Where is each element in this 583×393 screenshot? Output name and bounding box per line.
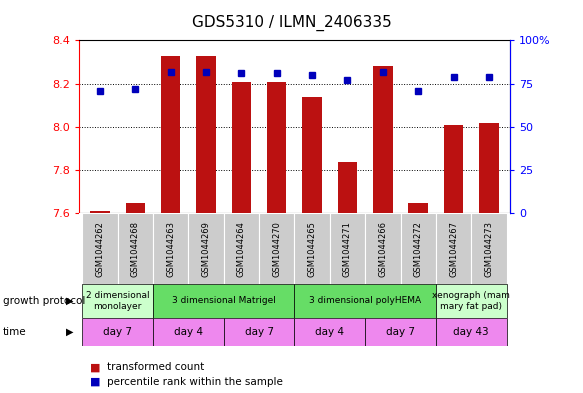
- Bar: [231, 81, 251, 213]
- Bar: [196, 56, 216, 213]
- Text: ■: ■: [90, 377, 101, 387]
- Text: GSM1044268: GSM1044268: [131, 221, 140, 277]
- Text: ▶: ▶: [66, 327, 73, 337]
- Text: growth protocol: growth protocol: [3, 296, 85, 306]
- Text: transformed count: transformed count: [107, 362, 204, 373]
- Text: GSM1044266: GSM1044266: [378, 221, 387, 277]
- Bar: [118, 213, 153, 284]
- Text: ■: ■: [90, 362, 101, 373]
- Bar: [365, 318, 436, 346]
- Bar: [267, 81, 286, 213]
- Text: percentile rank within the sample: percentile rank within the sample: [107, 377, 283, 387]
- Bar: [82, 318, 153, 346]
- Text: xenograph (mam
mary fat pad): xenograph (mam mary fat pad): [432, 291, 510, 310]
- Text: day 7: day 7: [386, 327, 415, 337]
- Bar: [436, 284, 507, 318]
- Bar: [153, 213, 188, 284]
- Bar: [90, 211, 110, 213]
- Bar: [82, 284, 153, 318]
- Text: GSM1044265: GSM1044265: [308, 221, 317, 277]
- Text: time: time: [3, 327, 27, 337]
- Text: GSM1044264: GSM1044264: [237, 221, 246, 277]
- Bar: [294, 213, 330, 284]
- Text: GSM1044263: GSM1044263: [166, 221, 175, 277]
- Bar: [224, 213, 259, 284]
- Bar: [365, 213, 401, 284]
- Bar: [188, 213, 224, 284]
- Text: GDS5310 / ILMN_2406335: GDS5310 / ILMN_2406335: [192, 15, 391, 31]
- Text: day 7: day 7: [103, 327, 132, 337]
- Text: GSM1044269: GSM1044269: [202, 221, 210, 277]
- Bar: [82, 213, 118, 284]
- Text: GSM1044262: GSM1044262: [96, 221, 104, 277]
- Bar: [471, 213, 507, 284]
- Text: GSM1044271: GSM1044271: [343, 221, 352, 277]
- Text: GSM1044273: GSM1044273: [484, 221, 493, 277]
- Bar: [401, 213, 436, 284]
- Text: GSM1044270: GSM1044270: [272, 221, 281, 277]
- Bar: [444, 125, 463, 213]
- Bar: [373, 66, 392, 213]
- Text: ▶: ▶: [66, 296, 73, 306]
- Bar: [153, 284, 294, 318]
- Text: 2 dimensional
monolayer: 2 dimensional monolayer: [86, 291, 149, 310]
- Bar: [338, 162, 357, 213]
- Bar: [224, 318, 294, 346]
- Text: day 7: day 7: [244, 327, 273, 337]
- Bar: [161, 56, 180, 213]
- Text: GSM1044272: GSM1044272: [414, 221, 423, 277]
- Text: day 43: day 43: [454, 327, 489, 337]
- Bar: [153, 318, 224, 346]
- Text: day 4: day 4: [315, 327, 345, 337]
- Bar: [125, 202, 145, 213]
- Bar: [436, 318, 507, 346]
- Text: 3 dimensional polyHEMA: 3 dimensional polyHEMA: [309, 296, 421, 305]
- Text: 3 dimensional Matrigel: 3 dimensional Matrigel: [172, 296, 276, 305]
- Bar: [479, 123, 498, 213]
- Bar: [303, 97, 322, 213]
- Text: day 4: day 4: [174, 327, 203, 337]
- Bar: [294, 318, 365, 346]
- Bar: [409, 202, 428, 213]
- Bar: [294, 284, 436, 318]
- Text: GSM1044267: GSM1044267: [449, 221, 458, 277]
- Bar: [436, 213, 471, 284]
- Bar: [259, 213, 294, 284]
- Bar: [330, 213, 365, 284]
